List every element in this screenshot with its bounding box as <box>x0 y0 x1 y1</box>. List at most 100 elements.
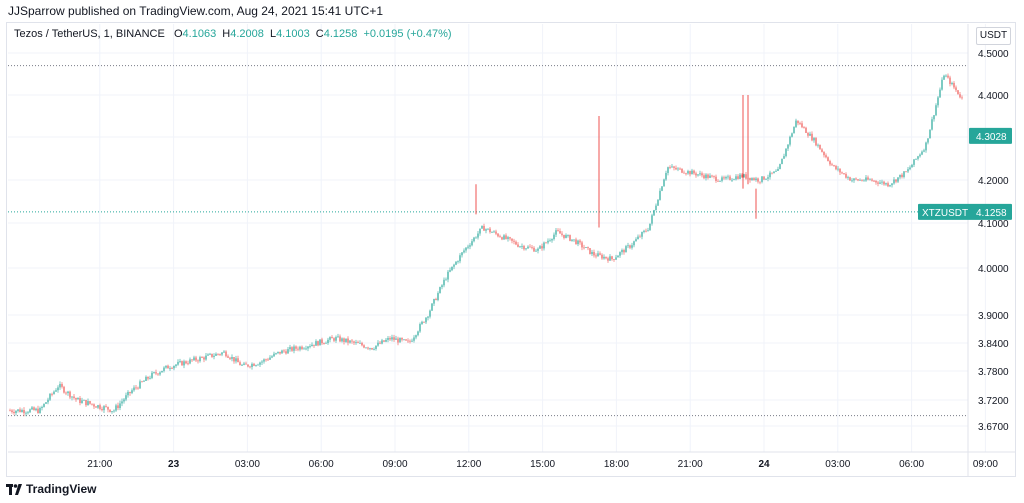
candle-body <box>285 351 287 354</box>
candle-body <box>433 298 435 304</box>
candle-body <box>883 181 885 185</box>
candle-body <box>949 77 951 85</box>
candle-body <box>427 316 429 318</box>
candle-body <box>865 177 867 181</box>
candle-body <box>673 166 675 168</box>
candle-body <box>635 239 637 242</box>
candle-body <box>361 342 363 346</box>
candle-body <box>695 173 697 176</box>
candle-body <box>867 177 869 180</box>
x-tick-label: 21:00 <box>678 459 703 470</box>
candle-body <box>53 391 55 394</box>
candle-body <box>907 169 909 172</box>
candle-body <box>165 365 167 368</box>
footer-brand[interactable]: TradingView <box>6 482 96 496</box>
candle-body <box>875 180 877 183</box>
candle-body <box>633 241 635 246</box>
candle-body <box>483 225 485 231</box>
candle-body <box>387 338 389 340</box>
candle-body <box>699 173 701 175</box>
candle-body <box>625 246 627 253</box>
candle-body <box>177 361 179 365</box>
candle-body <box>215 353 217 356</box>
candle-body <box>421 321 423 325</box>
candle-body <box>309 346 311 347</box>
candle-body <box>693 170 695 174</box>
chart-frame[interactable] <box>6 22 1016 477</box>
candle-body <box>447 271 449 280</box>
candle-body <box>661 186 663 191</box>
candle-body <box>877 182 879 184</box>
x-axis: 21:00 23 03:00 06:00 09:00 12:00 15:00 18:00 21:… <box>87 459 998 470</box>
candle-body <box>727 176 729 178</box>
candle-body <box>133 387 135 391</box>
candle-body <box>83 399 85 401</box>
candle-body <box>89 401 91 404</box>
candle-body <box>113 410 115 412</box>
candle-body <box>311 344 313 347</box>
candle-body <box>207 354 209 356</box>
candle-body <box>755 178 757 181</box>
price-tag-text: 4.3028 <box>976 132 1007 143</box>
candle-body <box>627 245 629 247</box>
y-tick-label: 4.5000 <box>978 49 1009 60</box>
candle-body <box>41 406 43 409</box>
candle-body <box>595 255 597 257</box>
candle-body <box>771 172 773 174</box>
candle-body <box>471 241 473 246</box>
candle-body <box>189 359 191 364</box>
candle-body <box>93 404 95 407</box>
candle-body <box>709 175 711 178</box>
candle-body <box>539 246 541 249</box>
candle-body <box>97 405 99 408</box>
candle-body <box>955 87 957 91</box>
candle-body <box>715 176 717 181</box>
candle-body <box>451 266 453 271</box>
candle-body <box>745 174 747 179</box>
legend-h-value: 4.2008 <box>230 28 264 40</box>
candle-body <box>537 248 539 251</box>
candle-body <box>283 350 285 352</box>
candle-body <box>245 363 247 365</box>
candle-body <box>519 246 521 248</box>
candle-body <box>961 97 963 99</box>
x-tick-label: 06:00 <box>309 459 334 470</box>
candle-body <box>415 335 417 338</box>
symbol-tag-name: XTZUSDT <box>922 208 968 219</box>
candle-body <box>107 406 109 410</box>
candle-body <box>717 180 719 182</box>
price-labels: 4.3028 XTZUSDT 4.1258 <box>918 127 1012 220</box>
candle-body <box>581 242 583 248</box>
candle-body <box>209 353 211 355</box>
candle-body <box>461 252 463 256</box>
candle-body <box>607 258 609 261</box>
candle-body <box>251 363 253 368</box>
candle-body <box>645 230 647 232</box>
candle-body <box>273 353 275 357</box>
candle-body <box>371 348 373 350</box>
candle-body <box>553 234 555 240</box>
candle-body <box>223 351 225 353</box>
candle-body <box>281 350 283 354</box>
candle-body <box>589 248 591 255</box>
candle-body <box>75 397 77 400</box>
candle-body <box>577 240 579 245</box>
candle-body <box>913 159 915 165</box>
symbol-tag-bg <box>918 203 1012 220</box>
candle-body <box>169 368 171 370</box>
candle-body <box>809 133 811 136</box>
candle-body <box>141 381 143 383</box>
candle-body <box>213 355 215 357</box>
candle-body <box>599 253 601 255</box>
candle-body <box>235 358 237 362</box>
legend-change: +0.0195 (+0.47%) <box>363 28 452 40</box>
candle-body <box>217 353 219 355</box>
currency-button[interactable]: USDT <box>976 27 1011 45</box>
candle-body <box>783 156 785 159</box>
candle-body <box>849 177 851 181</box>
candle-body <box>749 177 751 181</box>
candle-body <box>573 239 575 241</box>
candle-body <box>619 252 621 256</box>
candle-body <box>413 337 415 341</box>
